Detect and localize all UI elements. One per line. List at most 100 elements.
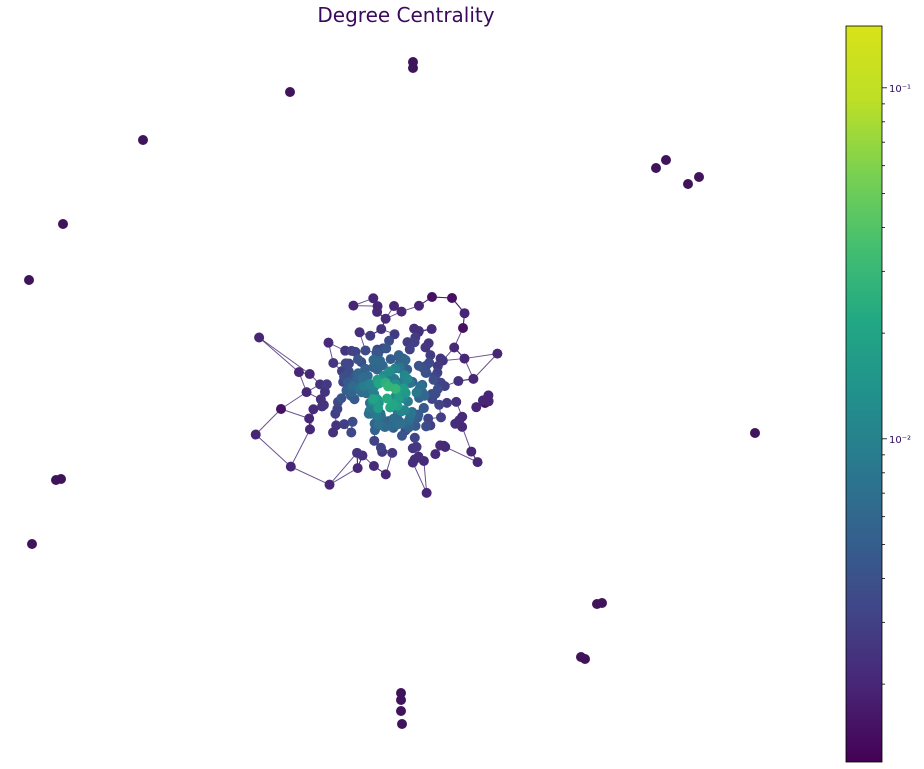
graph-edge [329,452,358,486]
graph-node [368,460,379,471]
graph-node [354,327,365,338]
graph-node [472,457,483,468]
graph-node [350,346,361,357]
graph-node [331,420,342,431]
graph-node [319,386,330,397]
graph-node [304,413,315,424]
graph-node [402,373,413,384]
isolated-node [396,688,406,698]
graph-edge [445,446,478,463]
nodes-layer [24,57,760,729]
graph-node [389,301,400,312]
graph-node [376,324,387,335]
graph-node [427,292,437,302]
graph-node [368,394,379,405]
graph-node [426,324,437,335]
graph-node [459,353,470,364]
graph-node [450,418,461,429]
graph-node [285,461,296,472]
graph-node [423,413,434,424]
colorbar-tick-label: 10⁻² [889,435,911,446]
graph-node [420,367,431,378]
graph-edge [290,429,311,467]
graph-node [373,403,384,414]
graph-node [451,396,462,407]
graph-node [301,387,312,398]
graph-node [435,353,446,364]
graph-edge [280,391,307,410]
graph-node [339,419,350,430]
graph-node [483,396,494,407]
graph-node [318,399,329,410]
graph-node [254,332,265,343]
graph-edge [329,467,358,486]
graph-node [413,451,424,462]
graph-node [471,402,482,413]
graph-node [385,354,396,365]
graph-node [347,416,358,427]
graph-node [492,348,503,359]
graph-node [340,358,351,369]
isolated-node [408,63,418,73]
graph-node [373,419,384,430]
isolated-node [651,163,661,173]
graph-node [293,367,304,378]
graph-node [453,376,464,387]
graph-edge [255,408,282,435]
graph-node [369,435,380,446]
graph-node [368,293,379,304]
isolated-node [58,219,68,229]
graph-node [380,313,391,324]
graph-node [428,374,439,385]
graph-node [308,404,319,415]
isolated-node [580,654,590,664]
graph-node [409,432,420,443]
graph-node [346,427,357,438]
isolated-node [694,172,704,182]
graph-node [384,335,395,346]
graph-node [250,429,261,440]
graph-node [432,384,443,395]
graph-edge [290,466,330,486]
graph-node [324,479,335,490]
graph-node [375,355,386,366]
isolated-node [396,695,406,705]
graph-node [436,412,447,423]
graph-node [336,393,347,404]
isolated-node [397,719,407,729]
graph-node [390,383,401,394]
colorbar-ticks: 10⁻¹ 10⁻² [882,84,911,685]
graph-node [365,330,376,341]
graph-node [425,350,436,361]
graph-node [357,373,368,384]
graph-node [328,358,339,369]
graph-node [447,293,457,303]
graph-node [352,354,363,365]
graph-node [399,405,410,416]
isolated-node [27,539,37,549]
graph-node [323,337,334,348]
graph-edge [258,337,300,373]
graph-node [404,344,415,355]
graph-edge [255,434,292,467]
graph-node [381,343,392,354]
graph-node [304,369,315,380]
graph-node [435,440,446,451]
graph-node [389,329,400,340]
graph-node [364,379,375,390]
colorbar-gradient [845,25,883,763]
graph-edge [412,462,428,494]
graph-node [400,355,411,366]
isolated-node [750,428,760,438]
graph-node [466,446,477,457]
graph-node [372,306,383,317]
graph-node [449,342,460,353]
graph-node [352,447,363,458]
isolated-node [285,87,295,97]
isolated-node [24,275,34,285]
graph-node [382,393,393,404]
graph-node [409,337,420,348]
graph-node [360,345,371,356]
